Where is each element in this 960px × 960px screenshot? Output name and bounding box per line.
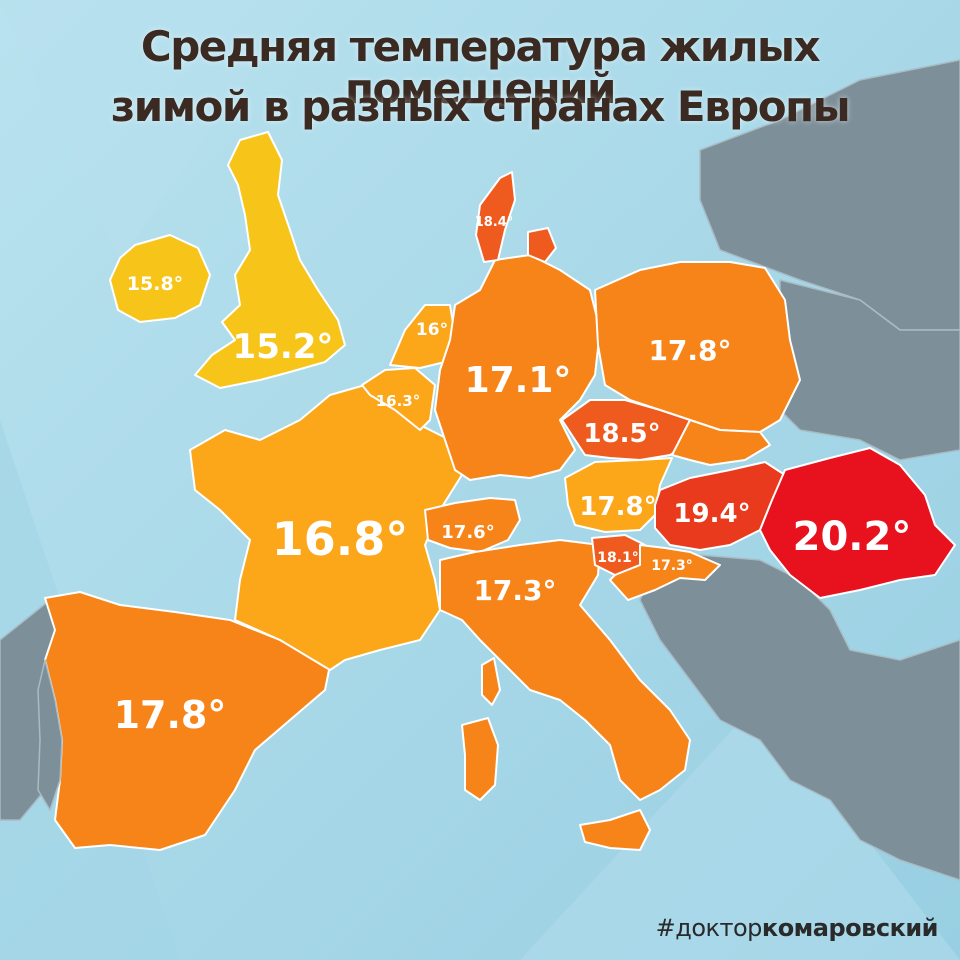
country-great-britain[interactable] [194, 131, 346, 389]
temp-czechia: 18.5° [583, 419, 660, 449]
temp-spain: 17.8° [114, 693, 227, 737]
island-sardinia [461, 717, 499, 801]
country-slovakia [671, 419, 771, 466]
title-line-1: Средняя температура жилых помещений [140, 22, 821, 113]
country-croatia[interactable] [609, 544, 721, 601]
temp-austria: 17.8° [579, 492, 656, 522]
country-denmark[interactable] [475, 171, 516, 263]
temp-hungary: 19.4° [673, 499, 750, 529]
island-corsica [481, 657, 501, 706]
temp-switzerland: 17.6° [441, 522, 494, 543]
country-romania[interactable] [759, 447, 956, 599]
country-belgium[interactable] [361, 367, 436, 431]
country-france[interactable] [189, 384, 466, 671]
hashtag-bold: комаровский [761, 914, 939, 942]
temp-romania: 20.2° [793, 514, 912, 560]
temp-croatia: 17.3° [651, 558, 693, 574]
hashtag: #докторкомаровский [655, 914, 939, 942]
temp-great-britain: 15.2° [233, 327, 334, 367]
temp-germany: 17.1° [465, 360, 572, 401]
island-sicily [579, 809, 651, 851]
hashtag-prefix: #доктор [655, 914, 763, 942]
temp-poland: 17.8° [648, 334, 731, 367]
countries-layer [37, 131, 956, 851]
temperature-labels: 15.8° 15.2° 16° 16.3° 16.8° 17.8° 17.1° … [114, 215, 912, 737]
denmark-island [527, 227, 557, 263]
title-line-2: зимой в разных странах Европы [110, 82, 851, 131]
temp-belgium: 16.3° [376, 392, 421, 410]
country-switzerland[interactable] [424, 497, 521, 553]
country-poland[interactable] [594, 261, 801, 433]
temp-netherlands: 16° [416, 320, 448, 340]
temp-denmark: 18.4° [475, 215, 514, 230]
temp-france: 16.8° [272, 512, 409, 566]
temp-italy: 17.3° [473, 574, 556, 607]
temp-slovenia: 18.1° [597, 550, 639, 566]
country-ireland[interactable] [109, 234, 211, 323]
temp-ireland: 15.8° [127, 273, 183, 295]
